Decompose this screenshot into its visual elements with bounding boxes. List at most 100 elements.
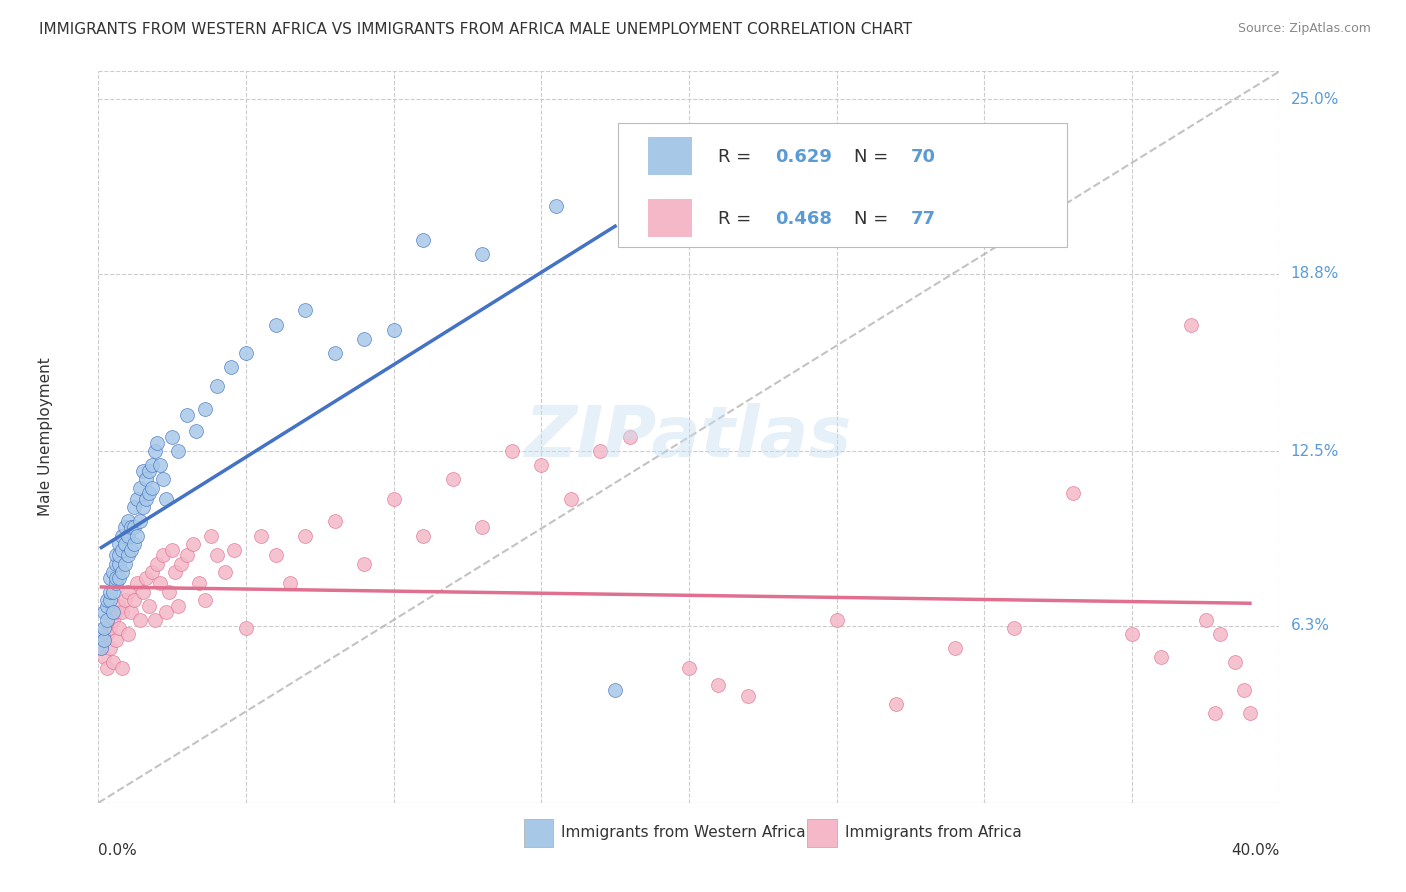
Point bbox=[546, 199, 568, 213]
Point bbox=[501, 444, 523, 458]
Point bbox=[143, 444, 166, 458]
Point bbox=[200, 528, 222, 542]
Point bbox=[250, 528, 273, 542]
Point bbox=[141, 481, 163, 495]
Point bbox=[170, 557, 193, 571]
Point bbox=[149, 576, 172, 591]
Text: 25.0%: 25.0% bbox=[1291, 92, 1339, 107]
Point bbox=[105, 548, 128, 562]
Point bbox=[117, 627, 139, 641]
Point bbox=[96, 661, 118, 675]
Point bbox=[122, 500, 145, 515]
Text: 0.468: 0.468 bbox=[775, 210, 832, 228]
Text: 6.3%: 6.3% bbox=[1291, 618, 1330, 633]
Point bbox=[111, 528, 134, 542]
Point bbox=[605, 683, 627, 698]
Point bbox=[1150, 649, 1173, 664]
Point bbox=[103, 605, 125, 619]
Point bbox=[884, 698, 907, 712]
Point bbox=[108, 537, 131, 551]
Point bbox=[205, 379, 228, 393]
Point bbox=[162, 542, 183, 557]
Point bbox=[382, 323, 405, 337]
Point bbox=[111, 542, 134, 557]
Point bbox=[122, 593, 145, 607]
Point bbox=[162, 430, 183, 444]
Point bbox=[146, 435, 169, 450]
Point bbox=[141, 565, 163, 579]
Point bbox=[560, 491, 582, 506]
Point bbox=[167, 444, 190, 458]
Point bbox=[98, 571, 121, 585]
Point bbox=[155, 491, 177, 506]
Point bbox=[1195, 613, 1218, 627]
Point bbox=[128, 613, 150, 627]
Point bbox=[111, 661, 134, 675]
Point bbox=[122, 537, 145, 551]
Point bbox=[235, 621, 257, 635]
Text: 0.0%: 0.0% bbox=[98, 843, 138, 858]
Text: N =: N = bbox=[855, 210, 894, 228]
Text: Immigrants from Africa: Immigrants from Africa bbox=[845, 824, 1022, 839]
Point bbox=[98, 621, 121, 635]
Point bbox=[120, 605, 142, 619]
Point bbox=[1239, 706, 1261, 720]
Point bbox=[90, 627, 112, 641]
Point bbox=[152, 472, 174, 486]
Bar bbox=[648, 137, 693, 175]
Point bbox=[194, 593, 217, 607]
Text: 77: 77 bbox=[911, 210, 936, 228]
Point bbox=[1209, 627, 1232, 641]
Point bbox=[96, 599, 118, 613]
Text: IMMIGRANTS FROM WESTERN AFRICA VS IMMIGRANTS FROM AFRICA MALE UNEMPLOYMENT CORRE: IMMIGRANTS FROM WESTERN AFRICA VS IMMIGR… bbox=[39, 22, 912, 37]
Text: R =: R = bbox=[718, 148, 758, 166]
Point bbox=[117, 528, 139, 542]
Point bbox=[141, 458, 163, 473]
Point bbox=[128, 481, 150, 495]
Bar bbox=[807, 819, 837, 847]
Point bbox=[105, 632, 128, 647]
Point bbox=[155, 605, 177, 619]
Point bbox=[108, 599, 131, 613]
Point bbox=[138, 599, 160, 613]
Point bbox=[103, 584, 125, 599]
Bar bbox=[648, 199, 693, 237]
Point bbox=[135, 571, 157, 585]
Point bbox=[132, 500, 155, 515]
Point bbox=[1062, 486, 1084, 500]
Point bbox=[1233, 683, 1256, 698]
Point bbox=[1225, 655, 1247, 669]
Point bbox=[353, 557, 375, 571]
Point bbox=[98, 584, 121, 599]
Point bbox=[1204, 706, 1226, 720]
Point bbox=[114, 557, 136, 571]
Bar bbox=[523, 819, 553, 847]
Point bbox=[125, 528, 148, 542]
Text: N =: N = bbox=[855, 148, 894, 166]
Point bbox=[143, 613, 166, 627]
Point bbox=[122, 520, 145, 534]
Point bbox=[825, 613, 848, 627]
Point bbox=[120, 520, 142, 534]
Point bbox=[280, 576, 302, 591]
Point bbox=[105, 576, 128, 591]
Point bbox=[146, 557, 169, 571]
Point bbox=[589, 444, 612, 458]
Point bbox=[117, 548, 139, 562]
Point bbox=[90, 641, 112, 656]
Text: Male Unemployment: Male Unemployment bbox=[38, 358, 53, 516]
Point bbox=[235, 345, 257, 359]
Point bbox=[98, 593, 121, 607]
Point bbox=[441, 472, 464, 486]
Point bbox=[619, 430, 641, 444]
Point bbox=[224, 542, 246, 557]
Text: 40.0%: 40.0% bbox=[1232, 843, 1279, 858]
Point bbox=[176, 548, 198, 562]
Point bbox=[184, 425, 207, 439]
Point bbox=[737, 689, 759, 703]
Point bbox=[117, 584, 139, 599]
Point bbox=[149, 458, 172, 473]
Point bbox=[108, 557, 131, 571]
Point bbox=[108, 621, 131, 635]
Point bbox=[135, 491, 157, 506]
